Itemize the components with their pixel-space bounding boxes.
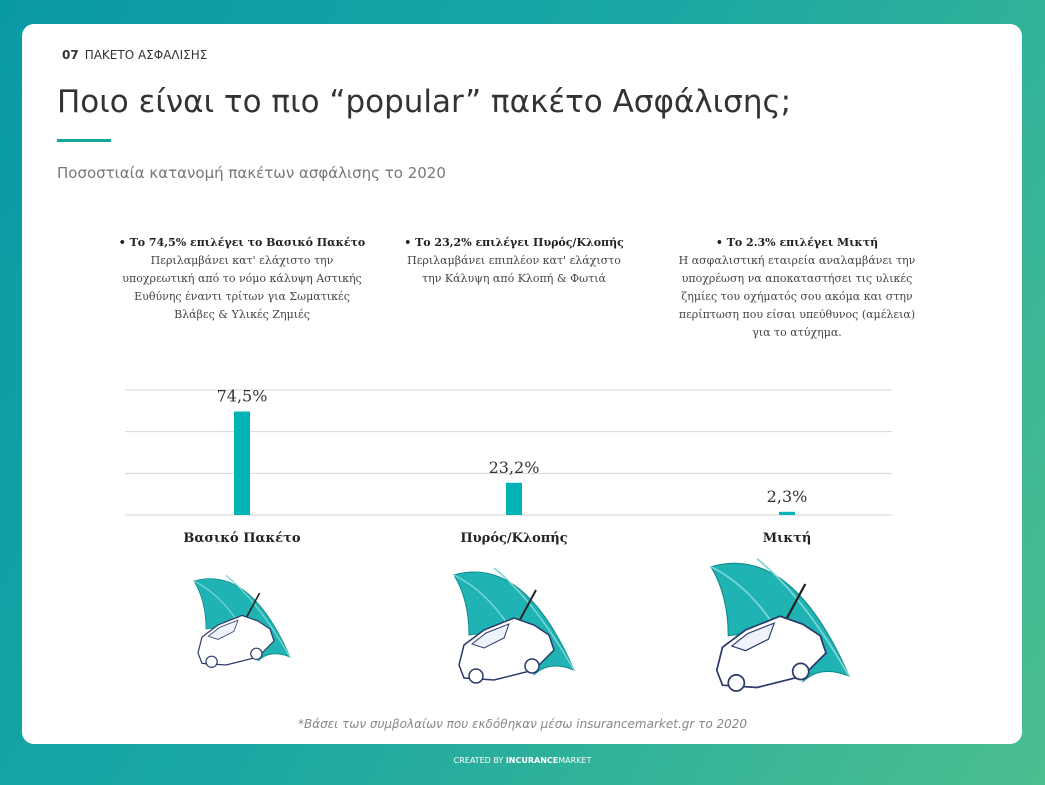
car-wheel	[791, 662, 810, 681]
footnote: *Βάσει των συμβολαίων που εκδόθηκαν μέσω…	[297, 717, 748, 731]
credit-brand-bold: INCURANCE	[505, 756, 559, 765]
section-number: 07	[62, 48, 79, 62]
section-header: 07 ΠΑΚΕΤΟ ΑΣΦΑΛΙΣΗΣ	[62, 48, 207, 62]
credit: CREATED BY INCURANCEMARKET	[0, 756, 1045, 765]
title-rule	[57, 139, 111, 142]
note-line: Η ασφαλιστική εταιρεία αναλαμβάνει την	[678, 254, 916, 267]
umbrella-car-icon	[193, 574, 291, 669]
note: • Το 23,2% επιλέγει Πυρός/Κλοπής Περιλαμβ…	[364, 234, 664, 288]
note-line: υποχρέωση να αποκαταστήσει τις υλικές	[681, 272, 913, 285]
icons	[193, 558, 851, 692]
note-line: Περιλαμβάνει επιπλέον κατ' ελάχιστο	[407, 254, 621, 267]
car-window	[470, 623, 510, 649]
title: Ποιο είναι το πιο “popular” πακέτο Ασφάλ…	[57, 84, 792, 120]
value-label: 2,3%	[767, 487, 808, 506]
car-wheel	[524, 658, 540, 674]
car-window	[207, 619, 239, 640]
value-label: 74,5%	[217, 387, 268, 406]
category-label: Πυρός/Κλοπής	[460, 531, 567, 546]
credit-prefix: CREATED BY	[453, 756, 504, 765]
note-line: για το ατύχημα.	[752, 326, 842, 339]
note: • Το 2.3% επιλέγει Μικτή Η ασφαλιστική ετ…	[647, 234, 947, 342]
value-label: 23,2%	[489, 458, 540, 477]
note-line: την Κάλυψη από Κλοπή & Φωτιά	[422, 272, 606, 285]
subtitle: Ποσοστιαία κατανομή πακέτων ασφάλισης το…	[57, 164, 446, 182]
note-heading: • Το 2.3% επιλέγει Μικτή	[715, 236, 879, 249]
category-label: Μικτή	[763, 531, 812, 546]
note-line: Βλάβες & Υλικές Ζημιές	[174, 308, 310, 321]
car-wheel	[205, 655, 218, 669]
note-line: ζημίες του οχήματός σου ακόμα και στην	[681, 290, 913, 303]
note-heading: • Το 23,2% επιλέγει Πυρός/Κλοπής	[404, 236, 624, 249]
bar	[234, 411, 250, 515]
bar	[779, 511, 795, 515]
note: • Το 74,5% επιλέγει το Βασικό Πακέτο Περι…	[92, 234, 392, 324]
car-wheel	[727, 673, 746, 692]
category-label: Βασικό Πακέτο	[183, 531, 300, 546]
umbrella-car-icon	[453, 567, 575, 684]
note-heading: • Το 74,5% επιλέγει το Βασικό Πακέτο	[118, 236, 366, 249]
bar	[506, 482, 522, 515]
car-wheel	[468, 668, 484, 684]
credit-brand: MARKET	[558, 756, 592, 765]
umbrella-car-icon	[710, 558, 851, 692]
note-line: περίπτωση που είσαι υπεύθυνος (αμέλεια)	[678, 308, 916, 321]
note-line: υποχρεωτική από το νόμο κάλυψη Αστικής	[122, 272, 362, 285]
car-wheel	[250, 647, 263, 661]
section-title: ΠΑΚΕΤΟ ΑΣΦΑΛΙΣΗΣ	[84, 48, 208, 62]
note-line: Ευθύνης έναντι τρίτων για Σωματικές	[134, 290, 350, 303]
note-line: Περιλαμβάνει κατ' ελάχιστο την	[150, 254, 334, 267]
car-window	[730, 622, 776, 652]
